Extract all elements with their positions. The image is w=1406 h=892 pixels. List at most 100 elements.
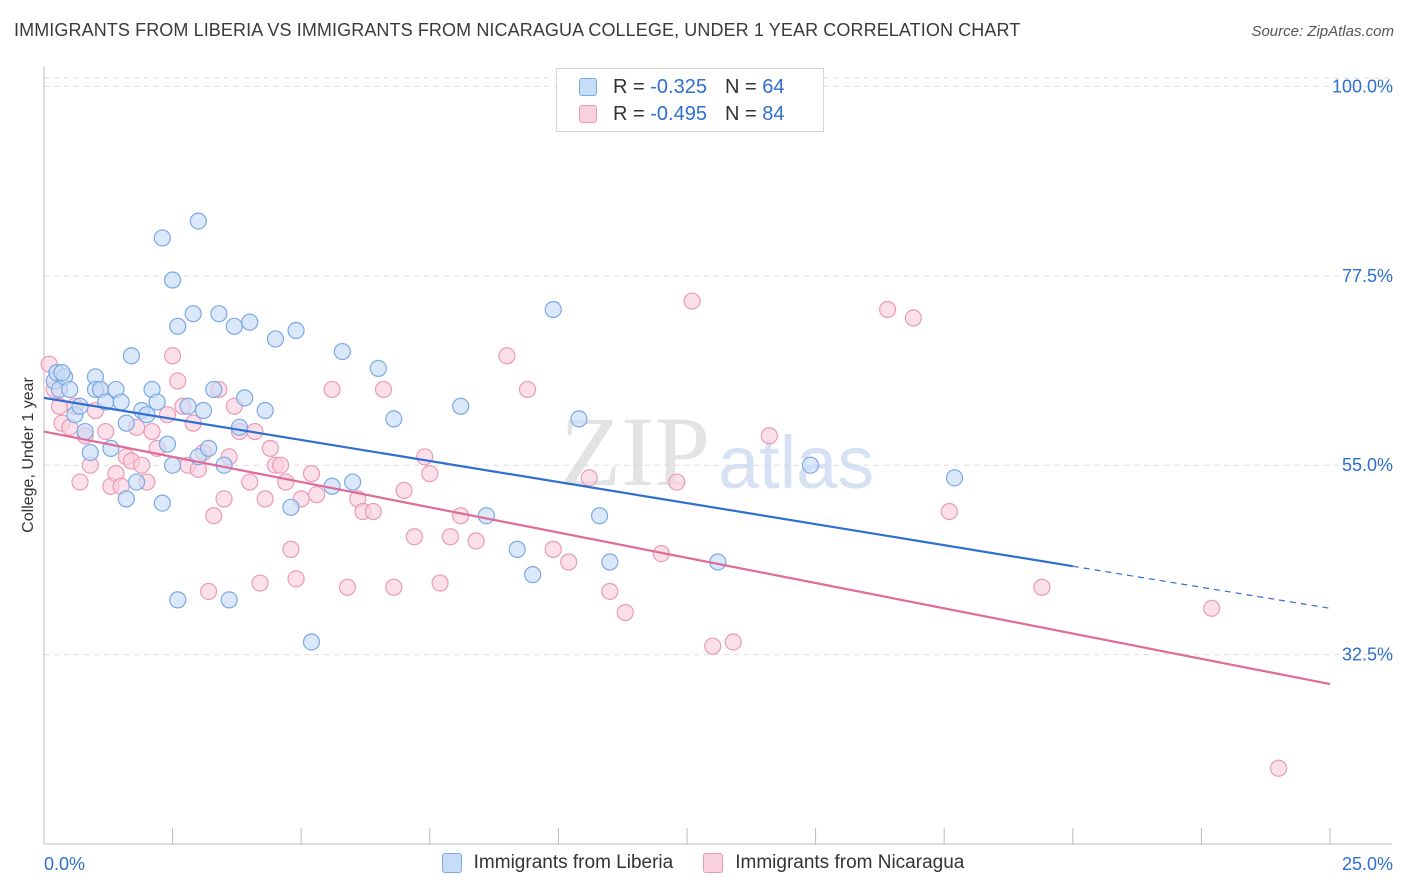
point-nicaragua <box>169 372 187 390</box>
point-nicaragua <box>1269 759 1288 777</box>
point-nicaragua <box>683 292 701 310</box>
stats-row-liberia: R = -0.325 N = 64 <box>579 75 784 99</box>
point-liberia <box>76 422 94 441</box>
point-liberia <box>189 212 207 230</box>
point-nicaragua <box>616 603 634 622</box>
y-tick-label: 55.0% <box>1342 455 1393 475</box>
n-value: 64 <box>762 75 785 98</box>
legend-swatch-nicaragua <box>703 853 724 873</box>
point-nicaragua <box>760 427 778 445</box>
point-liberia <box>220 591 238 609</box>
legend-label-liberia: Immigrants from Liberia <box>473 852 674 873</box>
point-liberia <box>153 494 171 512</box>
point-nicaragua <box>560 553 578 571</box>
point-liberia <box>225 317 243 335</box>
point-nicaragua <box>467 532 485 550</box>
chart-title: IMMIGRANTS FROM LIBERIA VS IMMIGRANTS FR… <box>14 20 1021 40</box>
point-nicaragua <box>580 469 598 487</box>
point-nicaragua <box>452 507 470 525</box>
y-tick-label: 77.5% <box>1342 266 1393 286</box>
x-tick-label: 0.0% <box>44 854 85 874</box>
legend-item-liberia[interactable]: Immigrants from Liberia <box>441 852 674 874</box>
point-nicaragua <box>308 486 326 504</box>
series-liberia <box>45 212 964 651</box>
point-liberia <box>153 229 171 247</box>
point-nicaragua <box>364 502 382 521</box>
point-nicaragua <box>395 481 413 500</box>
point-nicaragua <box>879 300 897 319</box>
point-liberia <box>524 566 542 584</box>
point-liberia <box>287 321 305 340</box>
point-liberia <box>164 271 182 289</box>
point-nicaragua <box>287 570 305 588</box>
point-nicaragua <box>374 380 393 399</box>
point-liberia <box>236 389 254 407</box>
n-label: N = <box>724 102 757 125</box>
point-liberia <box>344 473 362 491</box>
point-liberia <box>801 456 820 474</box>
point-nicaragua <box>71 473 89 491</box>
axes <box>43 66 1392 845</box>
legend-label-nicaragua: Immigrants from Nicaragua <box>735 852 965 873</box>
point-liberia <box>117 490 135 508</box>
point-nicaragua <box>143 422 161 441</box>
legend-swatch-nicaragua <box>579 105 597 123</box>
point-liberia <box>477 507 495 525</box>
point-liberia <box>452 397 470 415</box>
point-nicaragua <box>940 502 958 521</box>
stats-row-nicaragua: R = -0.495 N = 84 <box>579 102 784 126</box>
point-liberia <box>179 397 197 415</box>
point-liberia <box>169 591 187 609</box>
watermark-atlas: atlas <box>718 421 874 504</box>
point-nicaragua <box>421 465 439 483</box>
n-label: N = <box>724 75 757 98</box>
point-nicaragua <box>431 574 449 592</box>
point-liberia <box>81 443 99 462</box>
point-nicaragua <box>724 633 742 651</box>
point-nicaragua <box>385 578 403 596</box>
point-liberia <box>200 439 218 457</box>
point-nicaragua <box>200 582 218 601</box>
r-label: R = <box>613 75 645 98</box>
r-value: -0.325 <box>650 75 707 98</box>
legend-swatch-liberia <box>579 78 597 96</box>
trend-line-nicaragua <box>43 430 1331 686</box>
point-nicaragua <box>441 528 459 546</box>
point-liberia <box>230 418 249 436</box>
point-liberia <box>117 414 135 432</box>
point-liberia <box>385 410 403 428</box>
point-liberia <box>570 410 588 428</box>
point-nicaragua <box>904 309 922 327</box>
point-nicaragua <box>1033 578 1051 596</box>
point-nicaragua <box>215 490 233 508</box>
point-liberia <box>205 380 223 399</box>
point-nicaragua <box>277 473 295 491</box>
point-nicaragua <box>668 473 686 491</box>
point-liberia <box>71 397 89 415</box>
r-label: R = <box>613 102 645 125</box>
series-nicaragua <box>40 292 1288 777</box>
stats-legend: R = -0.325 N = 64 R = -0.495 N = 84 <box>556 68 824 132</box>
point-liberia <box>590 507 609 525</box>
point-nicaragua <box>251 574 269 592</box>
point-liberia <box>282 498 300 516</box>
legend-item-nicaragua[interactable]: Immigrants from Nicaragua <box>703 852 964 874</box>
point-nicaragua <box>323 380 341 399</box>
y-tick-label: 100.0% <box>1332 76 1393 96</box>
point-nicaragua <box>256 490 274 508</box>
point-liberia <box>169 317 187 335</box>
point-liberia <box>112 393 130 411</box>
point-nicaragua <box>205 507 223 525</box>
point-liberia <box>184 305 202 323</box>
series-legend: Immigrants from Liberia Immigrants from … <box>0 852 1406 874</box>
trend-line-liberia <box>43 396 1073 568</box>
point-liberia <box>266 330 285 348</box>
source-label: Source: ZipAtlas.com <box>1251 23 1394 40</box>
point-nicaragua <box>97 422 115 441</box>
point-nicaragua <box>272 456 290 474</box>
point-nicaragua <box>601 582 619 601</box>
point-liberia <box>544 300 562 319</box>
point-liberia <box>53 364 71 382</box>
point-liberia <box>945 469 964 487</box>
